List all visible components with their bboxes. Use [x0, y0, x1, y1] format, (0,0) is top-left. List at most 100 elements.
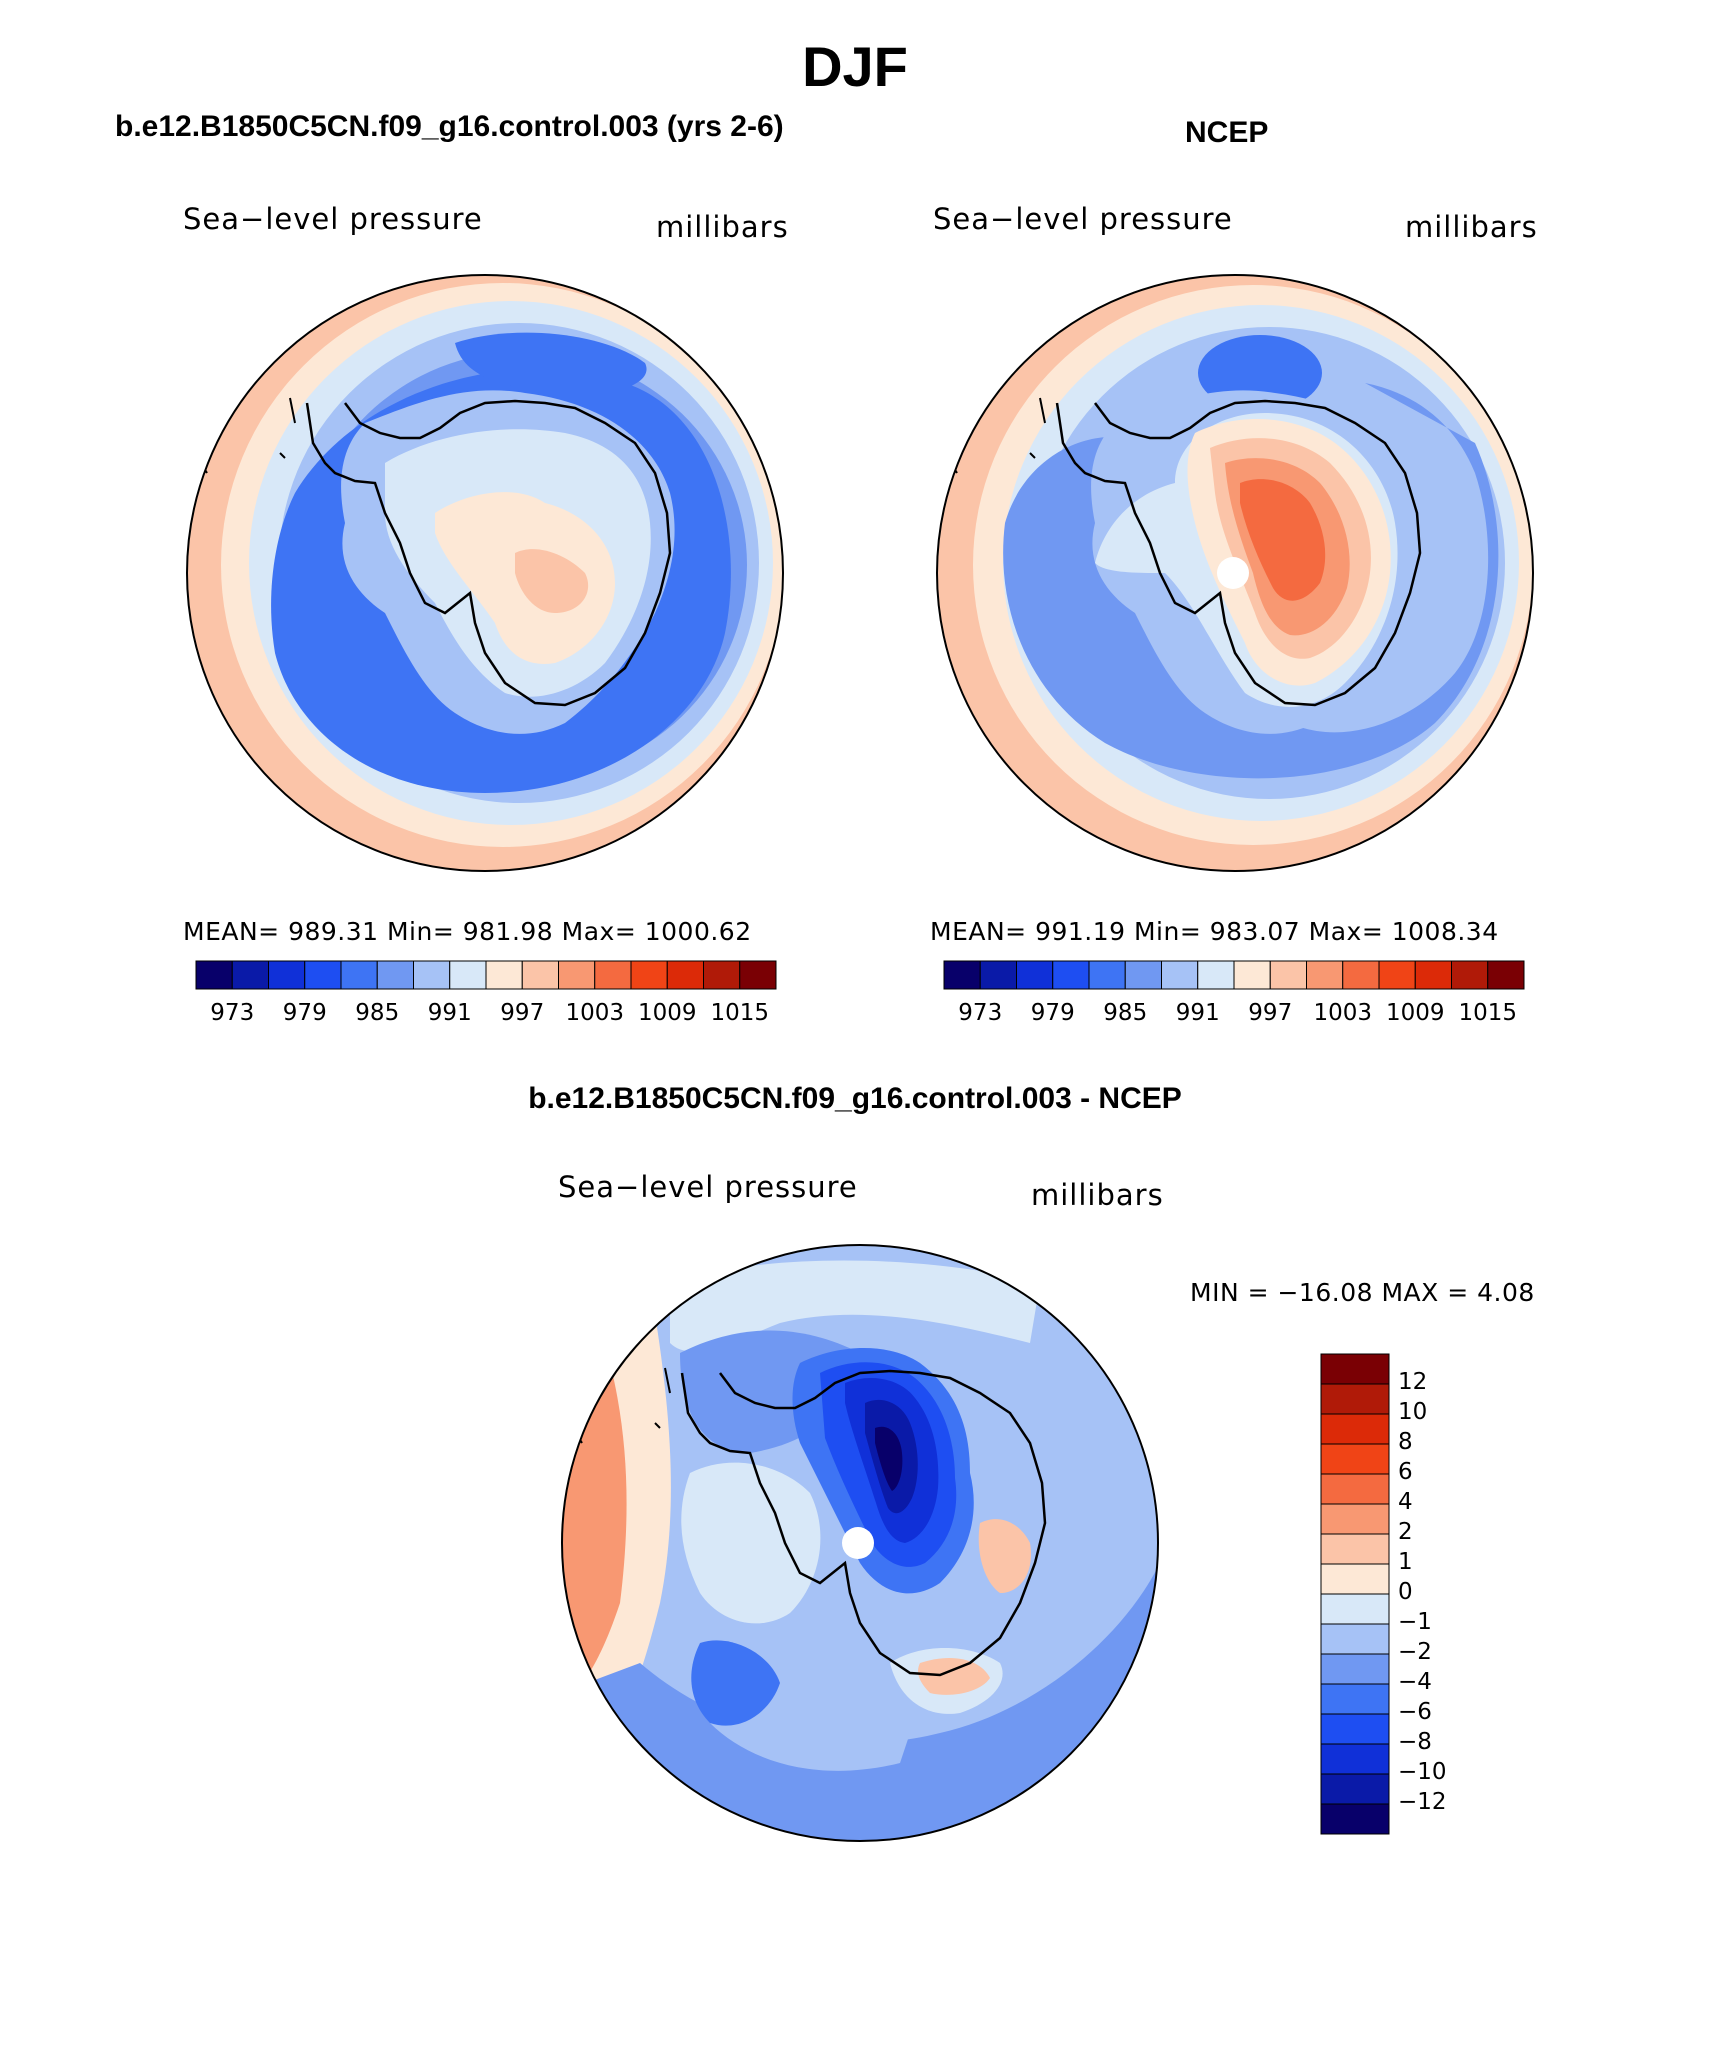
model-panel-title: b.e12.B1850C5CN.f09_g16.control.003 (yrs… — [115, 110, 784, 143]
diff-colorbar-tick: −1 — [1398, 1609, 1432, 1635]
obs-colorbar-swatch — [1052, 960, 1090, 990]
diff-colorbar-swatch — [1320, 1713, 1390, 1745]
diff-colorbar-swatch — [1320, 1743, 1390, 1775]
obs-colorbar-swatch — [1306, 960, 1344, 990]
obs-colorbar-swatch — [1487, 960, 1525, 990]
model-low-pocket — [455, 332, 647, 394]
diff-colorbar-tick: −4 — [1398, 1669, 1432, 1695]
diff-colorbar-tick: 0 — [1398, 1579, 1413, 1605]
obs-colorbar-swatch — [943, 960, 981, 990]
model-colorbar-swatch — [413, 960, 451, 990]
diff-pole-mask — [842, 1527, 874, 1559]
diff-colorbar-swatch — [1320, 1653, 1390, 1685]
model-colorbar-swatch — [703, 960, 741, 990]
model-colorbar-swatch — [521, 960, 559, 990]
diff-east-neg-5 — [875, 1426, 903, 1491]
diff-south-pos — [918, 1658, 990, 1695]
diff-colorbar-tick: −2 — [1398, 1639, 1432, 1665]
diff-map-border — [561, 1244, 1159, 1842]
model-coastline — [305, 399, 672, 707]
obs-colorbar-tick: 991 — [1175, 1000, 1220, 1026]
obs-stats: MEAN= 991.19 Min= 983.07 Max= 1008.34 — [930, 917, 1499, 946]
diff-colorbar-tick: −6 — [1398, 1699, 1432, 1725]
diff-polar-map — [561, 1244, 1159, 1842]
model-colorbar-swatch — [195, 960, 233, 990]
model-colorbar-tick: 997 — [500, 1000, 545, 1026]
figure-title: DJF — [802, 35, 908, 98]
model-units-label: millibars — [656, 210, 789, 244]
diff-colorbar-tick: 8 — [1398, 1429, 1413, 1455]
diff-colorbar-tick: −12 — [1398, 1789, 1447, 1815]
diff-south-ring — [562, 1563, 1158, 1841]
obs-colorbar-tick: 1003 — [1313, 1000, 1373, 1026]
obs-colorbar-swatch — [1088, 960, 1126, 990]
obs-panel-title: NCEP — [1185, 116, 1269, 149]
diff-colorbar-ticks: 12 10 8 6 4 2 1 0 −1 −2 −4 −6 −8 −10 −12 — [1398, 1353, 1478, 1835]
model-colorbar-tick: 1003 — [565, 1000, 625, 1026]
model-colorbar-swatch — [485, 960, 523, 990]
diff-stats: MIN = −16.08 MAX = 4.08 — [1190, 1278, 1535, 1307]
diff-coastline — [680, 1369, 1047, 1677]
model-colorbar — [195, 960, 777, 990]
obs-polar-map — [936, 274, 1534, 872]
diff-sw-low — [691, 1640, 780, 1726]
diff-east-pos-1 — [978, 1519, 1031, 1593]
diff-colorbar-tick: 6 — [1398, 1459, 1413, 1485]
obs-coastline — [1055, 399, 1422, 707]
diff-colorbar-tick: 4 — [1398, 1489, 1413, 1515]
model-colorbar-swatch — [630, 960, 668, 990]
obs-colorbar-swatch — [1269, 960, 1307, 990]
diff-units-label: millibars — [1031, 1178, 1164, 1212]
obs-units-label: millibars — [1405, 210, 1538, 244]
diff-colorbar-tick: 1 — [1398, 1549, 1413, 1575]
obs-colorbar-tick: 1009 — [1385, 1000, 1445, 1026]
obs-variable-label: Sea−level pressure — [933, 202, 1233, 236]
diff-west-light — [681, 1462, 821, 1624]
diff-colorbar-tick: −10 — [1398, 1759, 1447, 1785]
diff-colorbar-swatch — [1320, 1563, 1390, 1595]
model-stats: MEAN= 989.31 Min= 981.98 Max= 1000.62 — [183, 917, 752, 946]
model-colorbar-swatch — [231, 960, 269, 990]
obs-map-border — [936, 274, 1534, 872]
model-colorbar-tick: 1015 — [710, 1000, 770, 1026]
diff-colorbar-tick: 10 — [1398, 1399, 1428, 1425]
obs-colorbar-swatch — [1414, 960, 1452, 990]
model-colorbar-swatch — [304, 960, 342, 990]
model-colorbar-swatch — [449, 960, 487, 990]
diff-variable-label: Sea−level pressure — [558, 1170, 858, 1204]
diff-colorbar-swatch — [1320, 1593, 1390, 1625]
diff-colorbar — [1320, 1353, 1390, 1835]
diff-colorbar-tick: −8 — [1398, 1729, 1432, 1755]
obs-colorbar-tick: 997 — [1248, 1000, 1293, 1026]
model-colorbar-swatch — [594, 960, 632, 990]
obs-colorbar-ticks: 973 979 985 991 997 1003 1009 1015 — [943, 1000, 1525, 1030]
diff-colorbar-swatch — [1320, 1533, 1390, 1565]
model-plateau-peak — [515, 549, 589, 613]
diff-colorbar-swatch — [1320, 1803, 1390, 1835]
diff-colorbar-swatch — [1320, 1503, 1390, 1535]
diff-south-inner — [710, 1673, 920, 1771]
obs-colorbar-tick: 979 — [1030, 1000, 1075, 1026]
model-map-border — [186, 274, 784, 872]
obs-colorbar-swatch — [979, 960, 1017, 990]
obs-colorbar-tick: 973 — [958, 1000, 1003, 1026]
model-polar-map — [186, 274, 784, 872]
diff-colorbar-swatch — [1320, 1773, 1390, 1805]
obs-colorbar-swatch — [1124, 960, 1162, 990]
model-colorbar-swatch — [558, 960, 596, 990]
model-variable-label: Sea−level pressure — [183, 202, 483, 236]
obs-colorbar-swatch — [1342, 960, 1380, 990]
obs-plateau-4 — [1240, 479, 1326, 601]
model-colorbar-tick: 991 — [427, 1000, 472, 1026]
model-colorbar-tick: 973 — [210, 1000, 255, 1026]
diff-colorbar-swatch — [1320, 1383, 1390, 1415]
obs-colorbar-swatch — [1197, 960, 1235, 990]
obs-colorbar-swatch — [1161, 960, 1199, 990]
obs-colorbar-swatch — [1233, 960, 1271, 990]
diff-colorbar-swatch — [1320, 1683, 1390, 1715]
obs-colorbar-tick: 985 — [1103, 1000, 1148, 1026]
obs-colorbar-swatch — [1378, 960, 1416, 990]
obs-colorbar — [943, 960, 1525, 990]
model-colorbar-swatch — [340, 960, 378, 990]
model-colorbar-swatch — [268, 960, 306, 990]
